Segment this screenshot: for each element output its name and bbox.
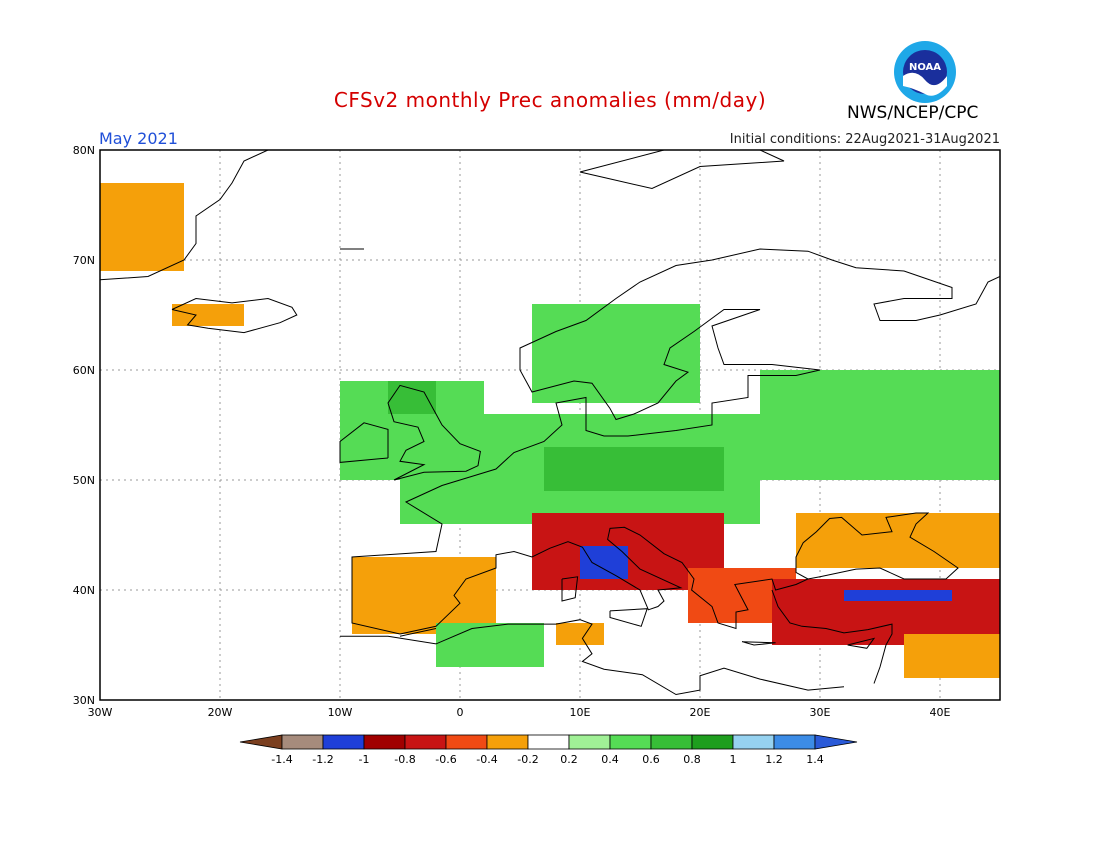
- legend-label: -1.4: [271, 753, 292, 766]
- lat-tick-label: 30N: [73, 694, 95, 707]
- coastline-5: [339, 422, 389, 463]
- lon-tick-label: 20W: [208, 706, 233, 719]
- anomaly-cell-6: [544, 447, 724, 491]
- coastline-1: [399, 512, 959, 635]
- anomaly-cell-13: [844, 590, 952, 601]
- legend-swatch: [732, 734, 775, 750]
- month-label: May 2021: [99, 129, 178, 148]
- legend-label: 0.6: [642, 753, 660, 766]
- anomaly-cell-4: [388, 381, 436, 414]
- lat-tick-label: 50N: [73, 474, 95, 487]
- anomaly-cell-14: [796, 513, 1000, 568]
- lat-tick-label: 40N: [73, 584, 95, 597]
- coastlines: [100, 150, 1000, 696]
- legend-swatch: [363, 734, 406, 750]
- map-frame: [99, 149, 1001, 701]
- legend-label: -0.6: [435, 753, 456, 766]
- lon-tick-label: 20E: [690, 706, 711, 719]
- legend-arrow-high: [814, 734, 858, 750]
- coastline-3: [340, 619, 845, 696]
- coastline-4: [387, 384, 481, 481]
- legend-label: -0.2: [517, 753, 538, 766]
- legend-label: 0.2: [560, 753, 578, 766]
- coastline-14: [399, 628, 437, 637]
- anomaly-cell-7: [760, 370, 1000, 480]
- legend-label: 1: [730, 753, 737, 766]
- lat-tick-label: 60N: [73, 364, 95, 377]
- legend-label: -1.2: [312, 753, 333, 766]
- anomaly-cell-2: [532, 304, 700, 403]
- anomaly-cell-16: [556, 623, 604, 645]
- agency-label: NWS/NCEP/CPC: [847, 103, 979, 123]
- legend-label: 0.4: [601, 753, 619, 766]
- legend-swatch: [691, 734, 734, 750]
- lat-tick-label: 70N: [73, 254, 95, 267]
- map-title: CFSv2 monthly Prec anomalies (mm/day): [333, 88, 767, 112]
- lon-tick-label: 40E: [930, 706, 951, 719]
- initial-conditions-label: Initial conditions: 22Aug2021-31Aug2021: [729, 132, 1000, 147]
- anomaly-fields: [100, 183, 1000, 678]
- legend-label: 1.2: [765, 753, 783, 766]
- svg-text:NOAA: NOAA: [909, 62, 941, 73]
- coastline-11: [579, 150, 785, 190]
- lon-tick-label: 30E: [810, 706, 831, 719]
- legend-swatch: [568, 734, 611, 750]
- legend-swatch: [650, 734, 693, 750]
- legend-label: 0.8: [683, 753, 701, 766]
- anomaly-cell-10: [580, 546, 628, 579]
- coastline-6: [171, 297, 298, 334]
- legend-swatch: [281, 734, 324, 750]
- legend-label: -0.8: [394, 753, 415, 766]
- coastline-8: [609, 608, 648, 627]
- anomaly-cell-8: [352, 557, 496, 634]
- axis-labels: 30W 20W 10W 0 10E 20E 30E 40E 30N 40N 50N 60N 70N 80N: [73, 144, 951, 719]
- lon-tick-label: 30W: [88, 706, 113, 719]
- coastline-0: [351, 248, 1000, 635]
- legend-label: -0.4: [476, 753, 497, 766]
- legend-label: -1: [359, 753, 370, 766]
- lon-tick-label: 10E: [570, 706, 591, 719]
- coastline-12: [100, 150, 269, 281]
- noaa-logo-icon: NOAA: [894, 41, 956, 103]
- legend-swatch: [404, 734, 447, 750]
- coastline-10: [847, 637, 876, 649]
- coastline-9: [741, 641, 776, 646]
- legend-swatch: [773, 734, 816, 750]
- color-legend: -1.4 -1.2 -1 -0.8 -0.6 -0.4 -0.2 0.2 0.4 0.6 0.8 1 1…: [239, 734, 858, 766]
- legend-swatch: [445, 734, 488, 750]
- legend-swatch: [322, 734, 365, 750]
- lat-tick-label: 80N: [73, 144, 95, 157]
- lon-tick-label: 0: [457, 706, 464, 719]
- legend-swatch: [527, 734, 570, 750]
- lon-tick-label: 10W: [328, 706, 353, 719]
- anomaly-cell-1: [172, 304, 244, 326]
- coastline-7: [561, 576, 579, 602]
- coastline-2: [771, 589, 893, 684]
- legend-swatch: [609, 734, 652, 750]
- legend-arrow-low: [239, 734, 283, 750]
- legend-swatch: [486, 734, 529, 750]
- anomaly-cell-17: [904, 634, 1000, 678]
- anomaly-cell-15: [436, 623, 544, 667]
- legend-label: 1.4: [806, 753, 824, 766]
- anomaly-cell-0: [100, 183, 184, 271]
